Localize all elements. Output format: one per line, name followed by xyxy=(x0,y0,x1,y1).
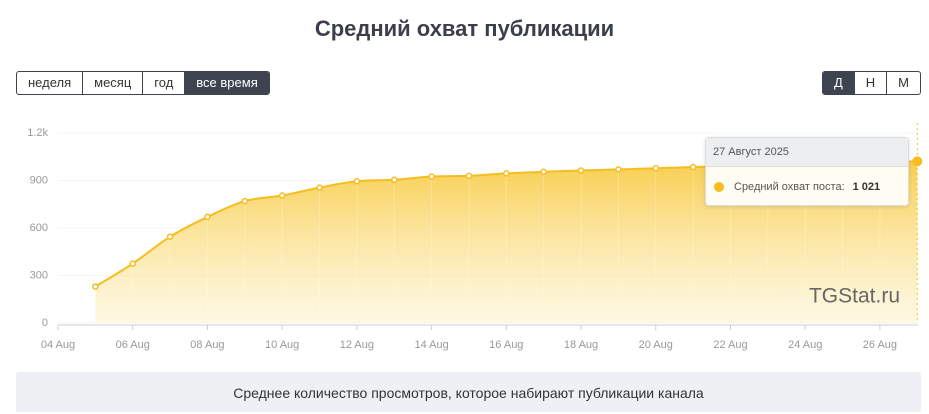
footer: Среднее количество просмотров, которое н… xyxy=(16,372,921,412)
x-tick-label: 18 Aug xyxy=(564,339,598,351)
point xyxy=(577,167,585,174)
point xyxy=(689,163,697,171)
filter-button[interactable]: Д xyxy=(822,72,854,94)
y-tick-label: 0 xyxy=(42,317,48,329)
filter-button[interactable]: год xyxy=(142,72,184,94)
point xyxy=(652,165,660,172)
filter-button[interactable]: месяц xyxy=(82,72,142,94)
x-tick-label: 16 Aug xyxy=(489,339,523,351)
x-tick-label: 04 Aug xyxy=(41,339,75,351)
filter-button[interactable]: все время xyxy=(184,72,269,94)
watermark: TGStat.ru xyxy=(809,285,900,308)
point xyxy=(428,173,435,180)
point xyxy=(92,283,99,290)
point xyxy=(465,172,473,179)
tooltip-label: Средний охват поста: xyxy=(734,181,845,193)
point xyxy=(353,178,361,185)
point xyxy=(615,166,622,173)
filter-button[interactable]: М xyxy=(886,72,920,94)
y-tick-label: 1.2k xyxy=(27,127,48,139)
y-tick-label: 900 xyxy=(30,174,48,186)
filter-button[interactable]: Н xyxy=(853,72,886,94)
point xyxy=(166,233,174,240)
x-tick-label: 22 Aug xyxy=(713,339,747,351)
x-tick-label: 14 Aug xyxy=(414,339,448,351)
point xyxy=(278,192,286,199)
point xyxy=(912,156,923,167)
title: Средний охват публикации xyxy=(314,16,615,41)
tooltip: 27 Август 2025 Средний охват поста: 1 021 xyxy=(705,137,909,206)
tooltip-dot xyxy=(714,182,724,192)
point xyxy=(503,170,510,177)
y-tick-label: 300 xyxy=(30,269,48,281)
period-group: неделя месяц год все время xyxy=(16,71,270,95)
point xyxy=(540,168,547,176)
x-tick-label: 06 Aug xyxy=(116,339,150,351)
tooltip-value: 1 021 xyxy=(852,181,881,193)
x-tick-label: 10 Aug xyxy=(265,339,299,351)
point xyxy=(241,197,249,205)
filter-button[interactable]: неделя xyxy=(28,75,72,90)
tooltip-date: 27 Август 2025 xyxy=(706,138,908,167)
point xyxy=(129,260,136,267)
x-tick-label: 24 Aug xyxy=(788,339,822,351)
point xyxy=(204,213,211,221)
point xyxy=(390,176,398,183)
x-tick-label: 20 Aug xyxy=(639,339,673,351)
x-tick-label: 12 Aug xyxy=(340,339,374,351)
x-tick-label: 08 Aug xyxy=(190,339,224,351)
y-tick-label: 600 xyxy=(30,222,48,234)
point xyxy=(316,184,323,191)
x-tick-label: 26 Aug xyxy=(863,339,897,351)
